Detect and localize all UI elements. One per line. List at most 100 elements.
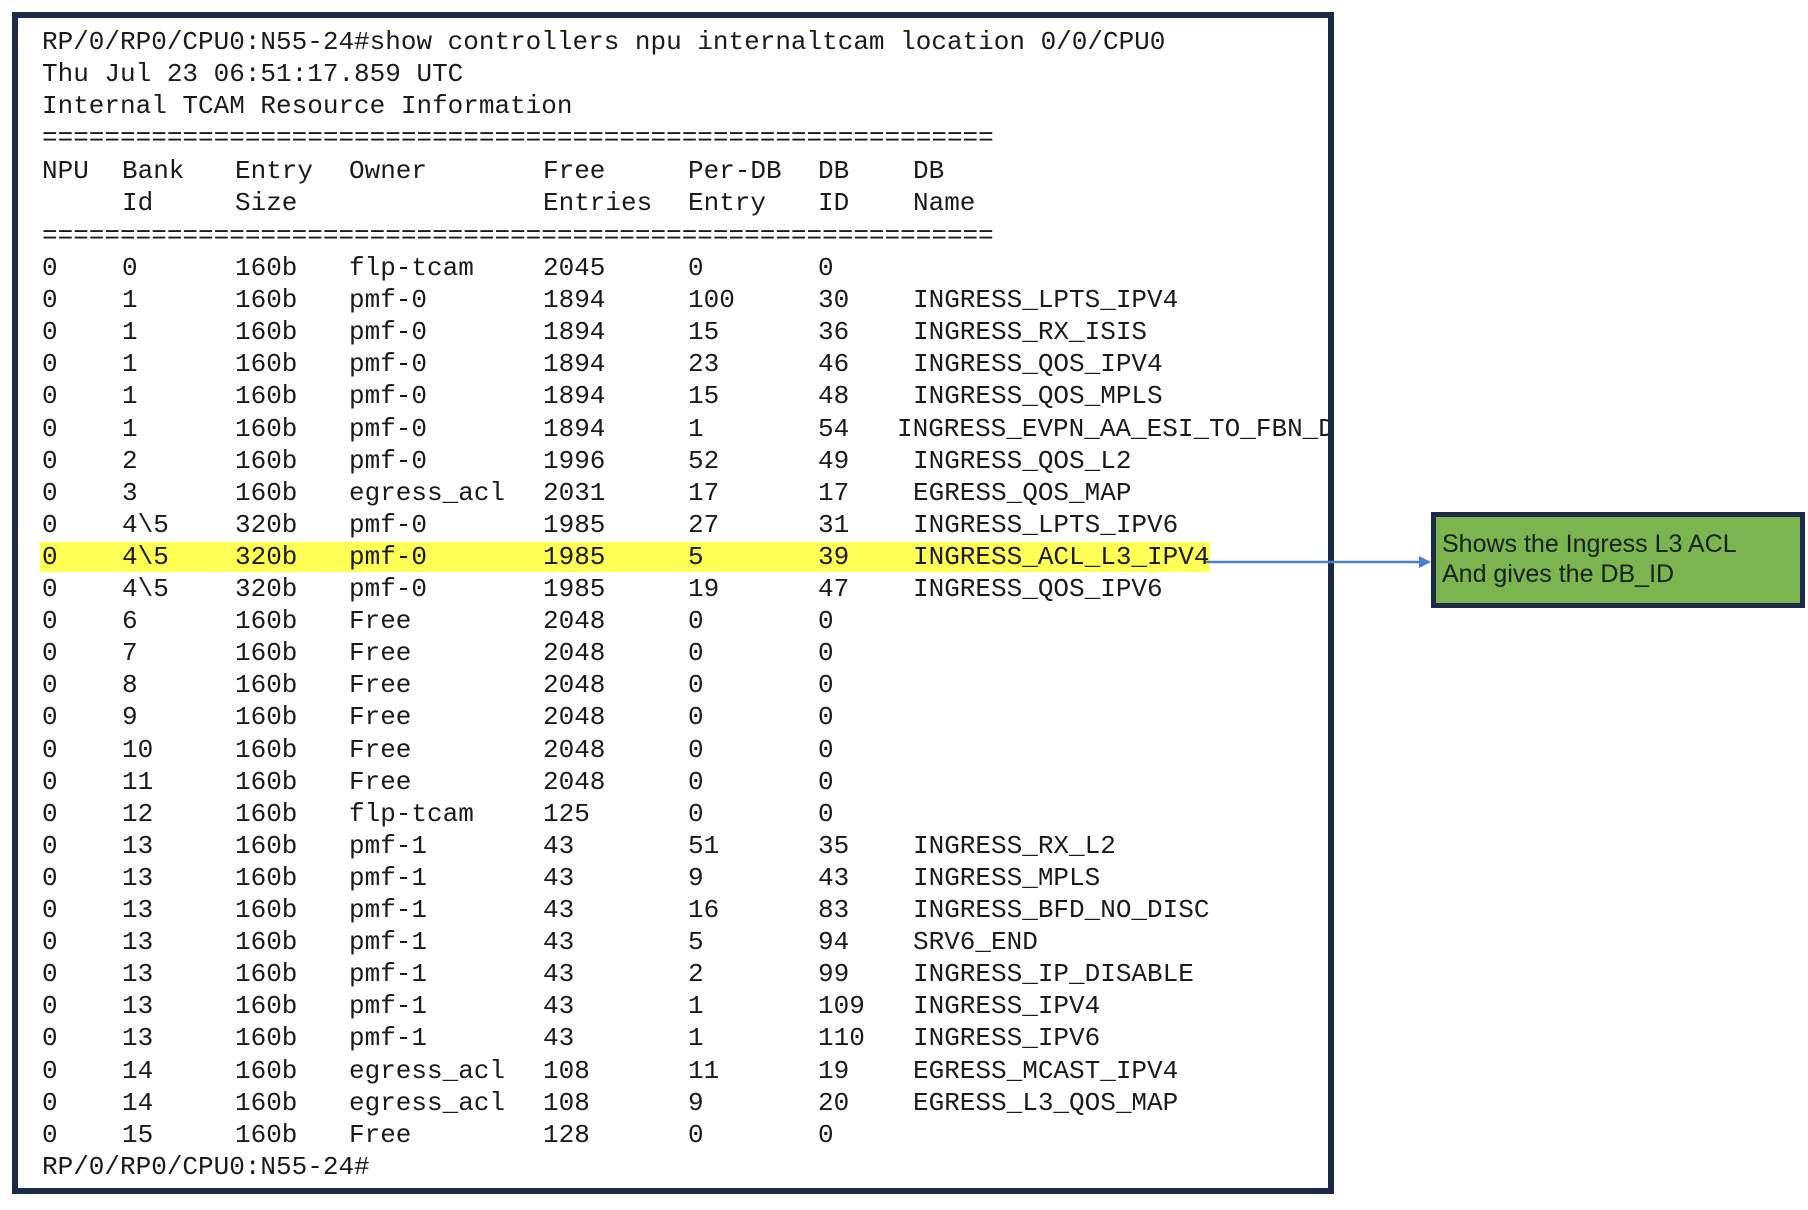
cell-bank-id: 4\5: [122, 541, 169, 572]
cell-npu: 0: [42, 317, 58, 348]
cell-bank-id: 12: [122, 798, 154, 829]
cell-entry-size: 160b: [235, 991, 298, 1022]
cell-free-entries: 2048: [543, 606, 606, 637]
cell-entry-size: 160b: [235, 477, 298, 508]
cell-entry-size: 160b: [235, 670, 298, 701]
cell-per-db-entry: 0: [688, 734, 704, 765]
cell-entry-size: 160b: [235, 927, 298, 958]
cell-per-db-entry: 5: [688, 927, 704, 958]
cell-owner: pmf-1: [349, 927, 428, 958]
cell-db-id: 46: [818, 349, 850, 380]
cell-db-id: 110: [818, 1023, 865, 1054]
cell-db-id: 0: [818, 253, 834, 283]
cell-npu: 0: [42, 477, 58, 508]
callout-line-1: Shows the Ingress L3 ACL: [1442, 530, 1737, 558]
cell-owner: pmf-1: [349, 830, 428, 861]
cell-npu: 0: [42, 702, 58, 733]
annotation-callout: Shows the Ingress L3 ACL And gives the D…: [1431, 512, 1805, 608]
cell-per-db-entry: 15: [688, 381, 720, 412]
cell-npu: 0: [42, 766, 58, 797]
cell-free-entries: 2045: [543, 253, 606, 283]
cell-owner: pmf-0: [349, 413, 428, 444]
cell-db-id: 30: [818, 285, 850, 316]
output-heading: Internal TCAM Resource Information: [42, 91, 573, 121]
header-db-id: ID: [818, 188, 850, 218]
cell-per-db-entry: 9: [688, 862, 704, 893]
header-entry: Entry: [235, 156, 314, 186]
cell-db-name: INGRESS_IPV4: [913, 991, 1101, 1022]
cell-db-id: 99: [818, 959, 850, 990]
cell-entry-size: 160b: [235, 253, 298, 283]
cell-free-entries: 125: [543, 798, 590, 829]
terminal-window: RP/0/RP0/CPU0:N55-24#show controllers np…: [12, 12, 1334, 1194]
cell-per-db-entry: 11: [688, 1055, 720, 1086]
cell-db-name: INGRESS_LPTS_IPV4: [913, 285, 1179, 316]
cell-per-db-entry: 1: [688, 1023, 704, 1054]
cell-per-db-entry: 15: [688, 317, 720, 348]
cell-npu: 0: [42, 381, 58, 412]
cell-npu: 0: [42, 1087, 58, 1118]
cell-entry-size: 160b: [235, 1119, 298, 1150]
header-per-db: Per-DB: [688, 156, 782, 186]
cell-owner: egress_acl: [349, 1055, 506, 1086]
cell-bank-id: 0: [122, 253, 138, 283]
cell-entry-size: 160b: [235, 734, 298, 765]
cell-free-entries: 43: [543, 830, 575, 861]
cell-per-db-entry: 16: [688, 895, 720, 925]
cell-entry-size: 160b: [235, 959, 298, 990]
cell-free-entries: 108: [543, 1087, 590, 1118]
cell-db-id: 0: [818, 670, 834, 701]
cell-npu: 0: [42, 574, 58, 604]
cell-owner: Free: [349, 670, 412, 701]
cell-owner: pmf-1: [349, 862, 428, 893]
shell-prompt: RP/0/RP0/CPU0:N55-24#: [42, 1151, 370, 1182]
cell-entry-size: 160b: [235, 1087, 298, 1118]
cell-db-id: 0: [818, 734, 834, 765]
cell-entry-size: 160b: [235, 830, 298, 861]
header-id: Id: [122, 188, 154, 218]
cell-db-name: INGRESS_LPTS_IPV6: [913, 509, 1179, 540]
cell-per-db-entry: 0: [688, 1119, 704, 1150]
cell-bank-id: 1: [122, 317, 138, 348]
cell-npu: 0: [42, 927, 58, 958]
cell-db-name: INGRESS_QOS_L2: [913, 445, 1132, 476]
cell-entry-size: 160b: [235, 798, 298, 829]
cell-per-db-entry: 51: [688, 830, 720, 861]
cell-owner: pmf-0: [349, 349, 428, 380]
cell-db-id: 0: [818, 766, 834, 797]
cell-per-db-entry: 0: [688, 670, 704, 701]
cell-entry-size: 160b: [235, 895, 298, 925]
cell-owner: pmf-0: [349, 317, 428, 348]
cell-owner: pmf-0: [349, 445, 428, 476]
cell-bank-id: 2: [122, 445, 138, 476]
cell-free-entries: 128: [543, 1119, 590, 1150]
separator-bottom: ========================================…: [42, 221, 994, 251]
cell-per-db-entry: 0: [688, 606, 704, 637]
cell-entry-size: 160b: [235, 638, 298, 669]
cell-npu: 0: [42, 991, 58, 1022]
cell-npu: 0: [42, 895, 58, 925]
cell-npu: 0: [42, 734, 58, 765]
cell-free-entries: 1996: [543, 445, 606, 476]
cell-npu: 0: [42, 541, 58, 572]
cell-per-db-entry: 0: [688, 766, 704, 797]
cell-owner: pmf-0: [349, 381, 428, 412]
cell-owner: pmf-0: [349, 509, 428, 540]
cell-owner: pmf-1: [349, 895, 428, 925]
callout-line-2: And gives the DB_ID: [1442, 560, 1675, 588]
cell-db-id: 83: [818, 895, 850, 925]
cell-bank-id: 4\5: [122, 509, 169, 540]
header-size: Size: [235, 188, 298, 218]
cell-per-db-entry: 23: [688, 349, 720, 380]
cell-free-entries: 2048: [543, 702, 606, 733]
cell-owner: Free: [349, 734, 412, 765]
cell-per-db-entry: 9: [688, 1087, 704, 1118]
cell-free-entries: 2031: [543, 477, 606, 508]
cell-bank-id: 14: [122, 1055, 154, 1086]
cell-npu: 0: [42, 253, 58, 283]
cell-db-name: INGRESS_MPLS: [913, 862, 1101, 893]
header-bank: Bank: [122, 156, 185, 186]
cell-bank-id: 13: [122, 927, 154, 958]
cell-owner: pmf-0: [349, 285, 428, 316]
cell-bank-id: 13: [122, 959, 154, 990]
